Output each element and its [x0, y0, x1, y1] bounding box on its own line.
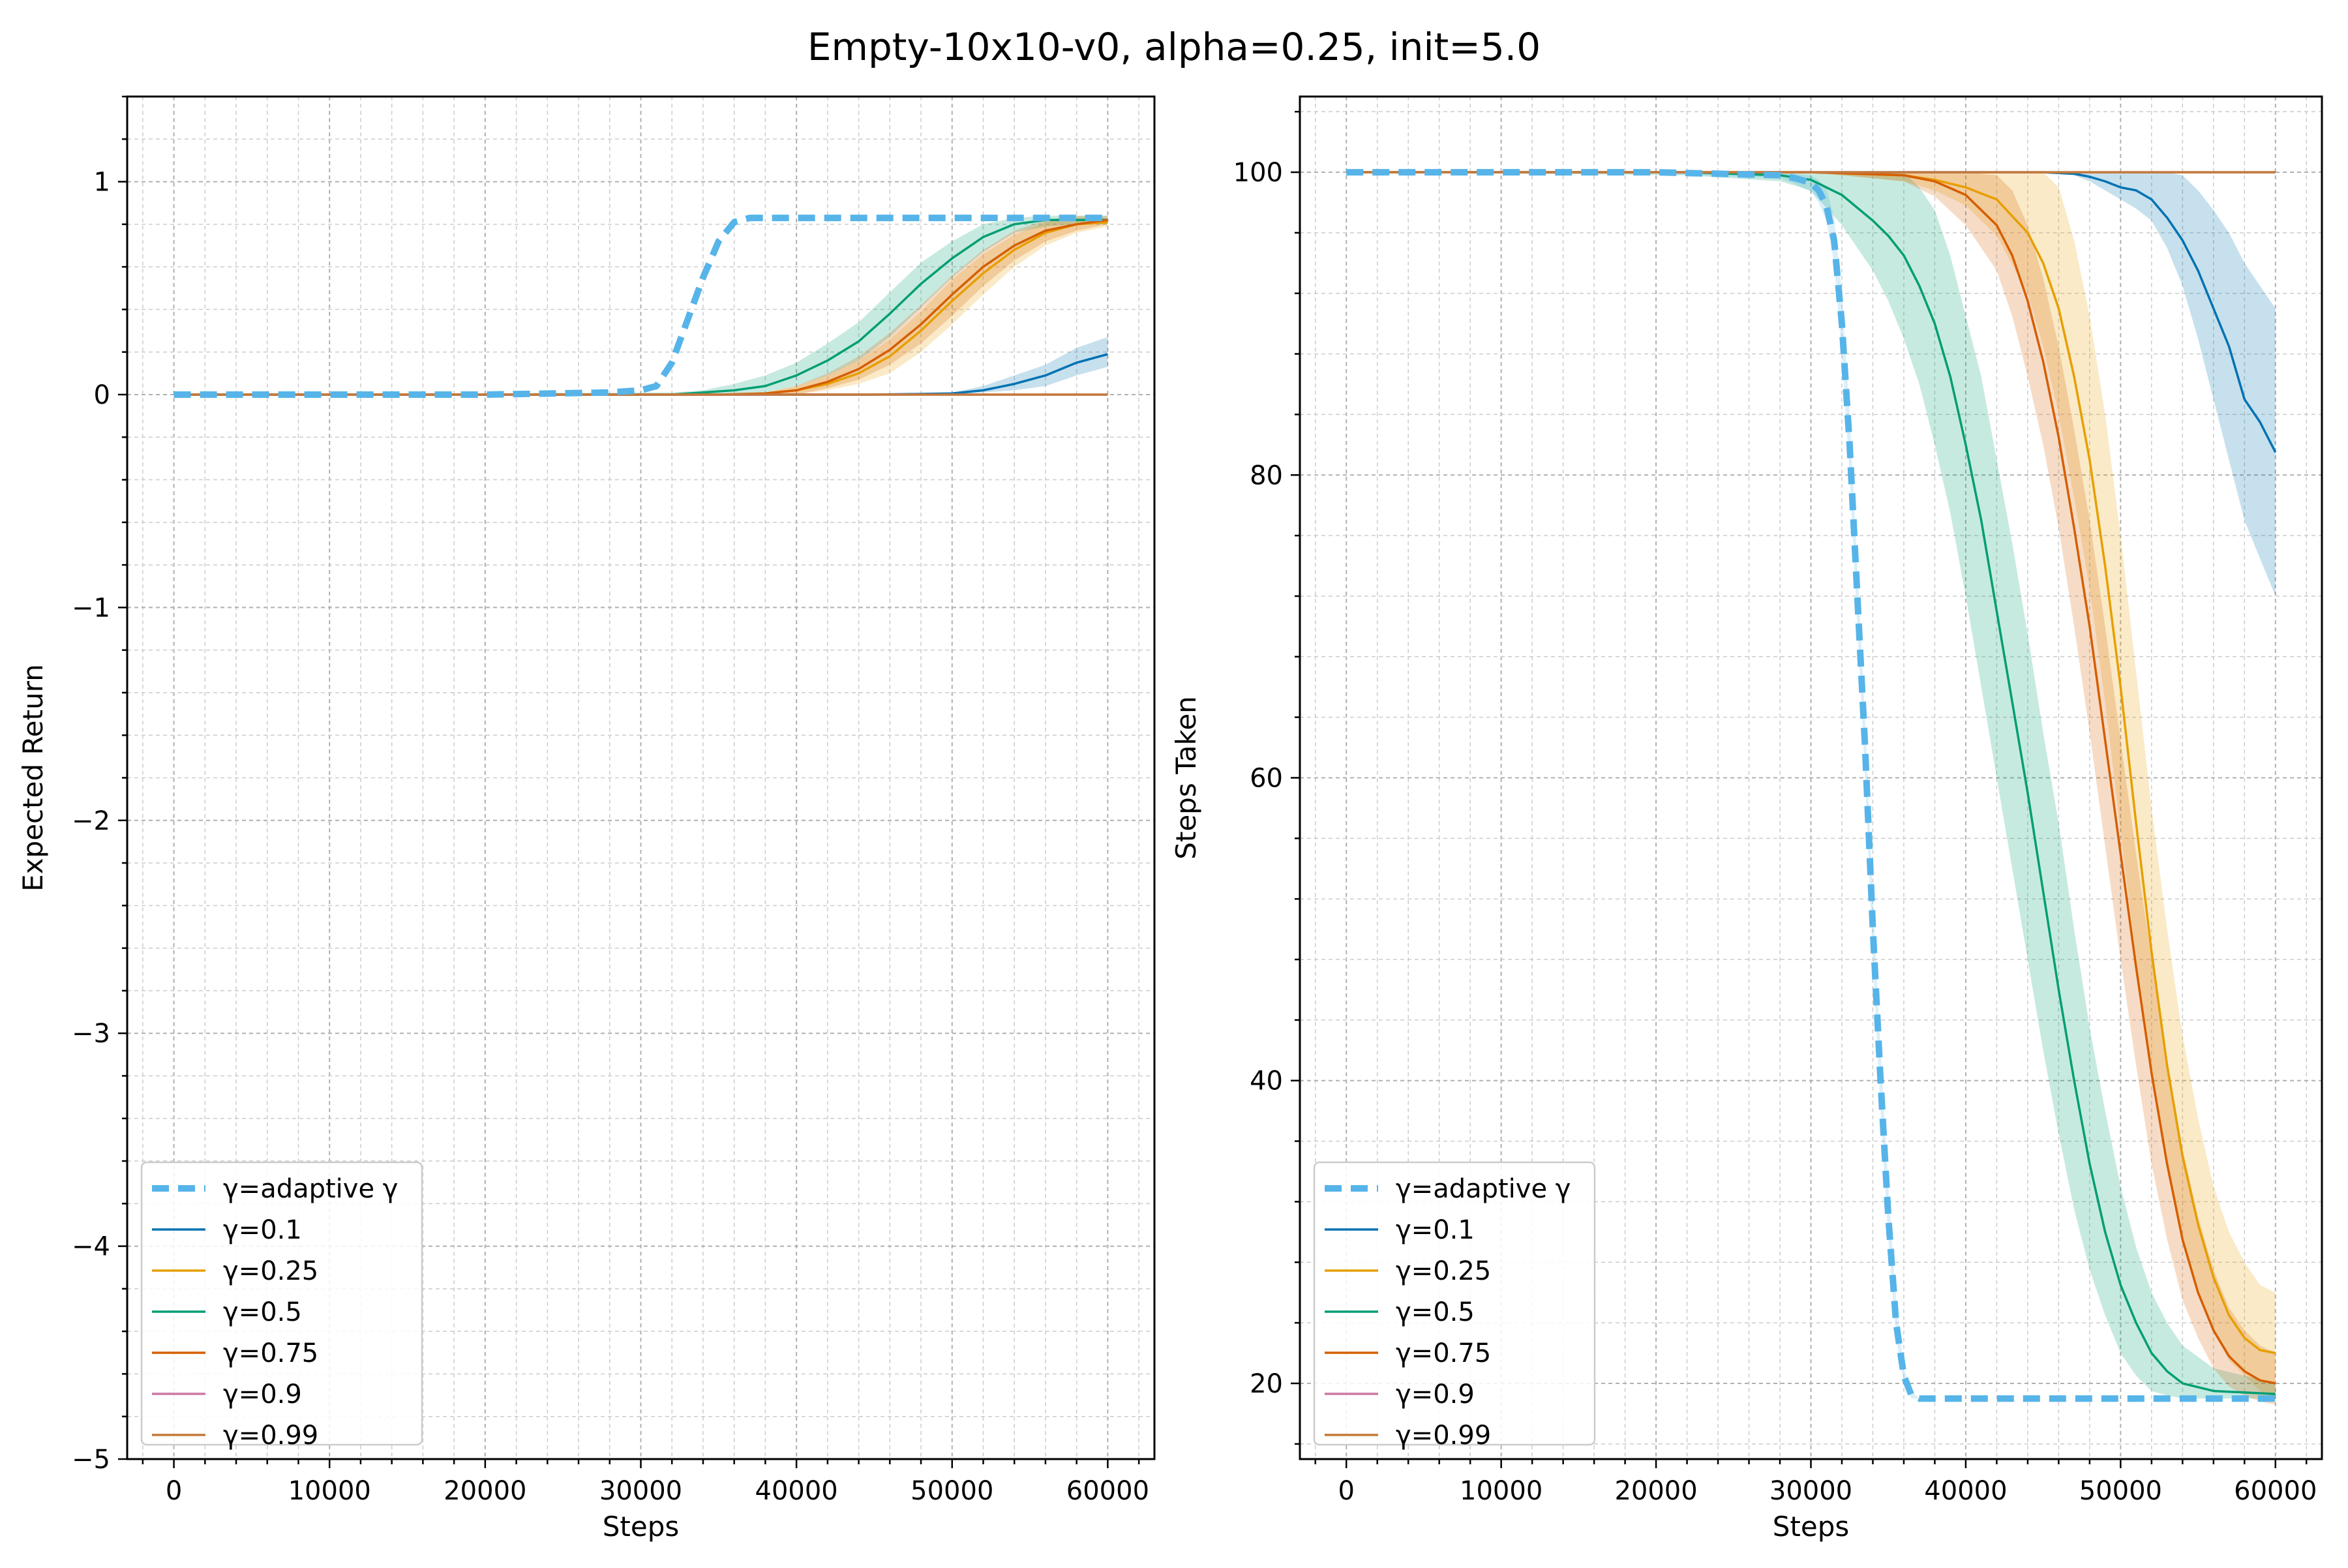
legend-label: γ=0.25: [223, 1256, 318, 1286]
x-tick-label: 30000: [1769, 1476, 1852, 1506]
figure-title: Empty-10x10-v0, alpha=0.25, init=5.0: [807, 25, 1541, 69]
series-line: [1346, 171, 2276, 1395]
x-tick-label: 50000: [2079, 1476, 2162, 1506]
x-tick-label: 40000: [755, 1476, 838, 1506]
legend: γ=adaptive γ γ=0.1 γ=0.25 γ=0.5 γ=0.75 γ=0.9 γ…: [1313, 1161, 1596, 1451]
y-tick-label: 60: [1250, 764, 1283, 794]
x-tick-label: 30000: [599, 1476, 682, 1506]
x-tick-label: 0: [166, 1476, 182, 1506]
legend: γ=adaptive γ γ=0.1 γ=0.25 γ=0.5 γ=0.75 γ=0.9 γ…: [140, 1161, 423, 1451]
x-tick-label: 40000: [1924, 1476, 2007, 1506]
y-tick-label: 1: [94, 168, 110, 198]
x-tick-label: 60000: [2234, 1476, 2317, 1506]
confidence-band: [173, 215, 1108, 395]
legend-label: γ=0.1: [1396, 1215, 1475, 1245]
legend-label: γ=adaptive γ: [1396, 1174, 1571, 1204]
legend-label: γ=0.5: [223, 1297, 302, 1327]
legend-box: [1313, 1161, 1596, 1446]
series-line: [173, 353, 1108, 396]
y-tick-label: −1: [72, 593, 110, 623]
legend-label: γ=0.99: [1396, 1421, 1491, 1451]
series-line: [173, 219, 1108, 396]
legend-label: γ=0.99: [223, 1421, 318, 1451]
legend-label: γ=0.9: [1396, 1380, 1475, 1410]
legend-label: γ=0.5: [1396, 1297, 1475, 1327]
y-axis-label: Steps Taken: [1170, 696, 1202, 860]
y-tick-label: 0: [94, 380, 110, 410]
confidence-band: [1346, 172, 2276, 597]
series-line: [173, 215, 1108, 398]
series-line: [173, 219, 1108, 396]
x-tick-label: 0: [1338, 1476, 1355, 1506]
x-tick-label: 10000: [288, 1476, 371, 1506]
legend-label: γ=0.1: [223, 1215, 302, 1245]
legend-label: γ=adaptive γ: [223, 1174, 398, 1204]
y-axis: 100 80 60 40 20 Steps Taken: [1170, 110, 1300, 1445]
series-line: [1346, 171, 2276, 1355]
x-tick-label: 60000: [1066, 1476, 1149, 1506]
legend-label: γ=0.75: [1396, 1338, 1491, 1368]
x-tick-label: 20000: [444, 1476, 526, 1506]
y-tick-label: −5: [72, 1445, 110, 1475]
series-group: [1346, 169, 2277, 1405]
x-tick-label: 20000: [1614, 1476, 1697, 1506]
y-tick-label: −3: [72, 1019, 110, 1049]
confidence-band: [173, 218, 1108, 395]
confidence-band: [173, 337, 1108, 395]
x-axis-label: Steps: [1773, 1511, 1850, 1543]
y-axis: 1 0 −1 −2 −3 −4 −5 Expected Return: [17, 95, 127, 1475]
legend-label: γ=0.25: [1396, 1256, 1491, 1286]
legend-label: γ=0.75: [223, 1338, 318, 1368]
y-tick-label: −2: [72, 806, 110, 836]
legend-box: [140, 1161, 423, 1446]
plot-panel-2: 0 10000 20000 30000 40000 50000 60000 Steps 100 8…: [1170, 95, 2323, 1543]
x-tick-label: 10000: [1460, 1476, 1543, 1506]
y-tick-label: 40: [1250, 1066, 1283, 1096]
confidence-band: [1346, 172, 2276, 1405]
y-tick-label: 80: [1250, 460, 1283, 490]
series-group: [173, 215, 1108, 398]
x-tick-label: 50000: [911, 1476, 993, 1506]
legend-label: γ=0.9: [223, 1380, 302, 1410]
y-axis-label: Expected Return: [17, 664, 49, 892]
y-tick-label: 100: [1233, 158, 1283, 188]
plot-panel-1: 0 10000 20000 30000 40000 50000 60000 Steps 1 0 −1…: [17, 95, 1156, 1543]
x-axis: 0 10000 20000 30000 40000 50000 60000 Steps: [1314, 1459, 2317, 1543]
x-axis-label: Steps: [603, 1511, 680, 1543]
x-axis: 0 10000 20000 30000 40000 50000 60000 Steps: [142, 1459, 1149, 1543]
confidence-band: [173, 215, 1108, 395]
series-line: [1346, 169, 2276, 1402]
y-tick-label: −4: [72, 1232, 110, 1262]
y-tick-label: 20: [1250, 1369, 1283, 1399]
series-line: [1346, 171, 2277, 453]
series-line: [1346, 171, 2276, 1385]
